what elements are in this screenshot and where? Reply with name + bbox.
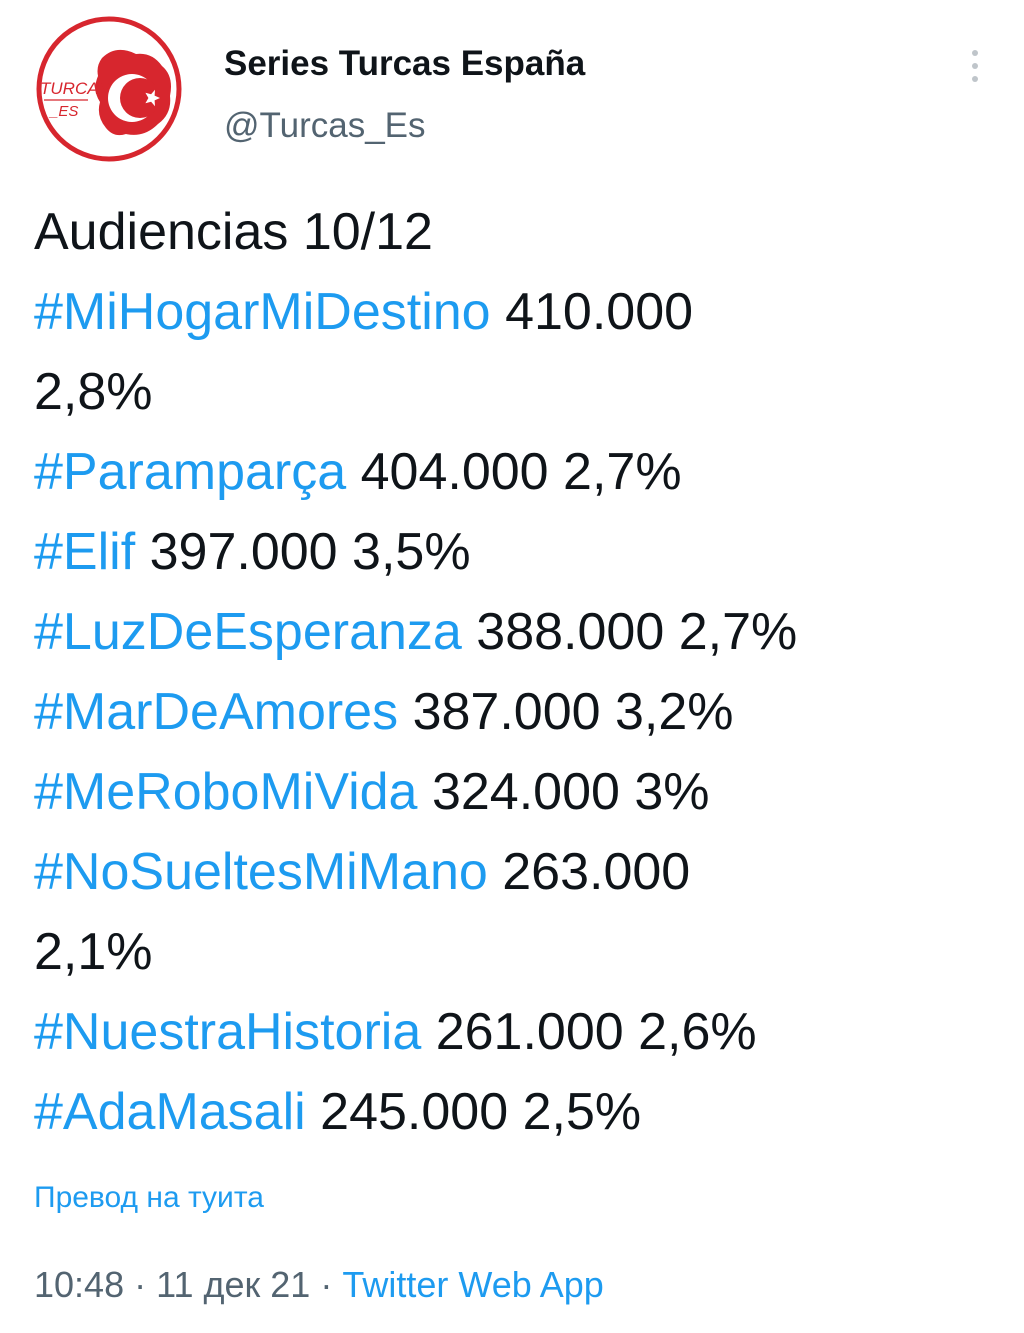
share-value: 3,2% bbox=[614, 683, 734, 741]
entry-line: #AdaMasali 245.000 2,5% bbox=[34, 1072, 984, 1152]
share-value: 2,1% bbox=[34, 923, 153, 981]
translate-tweet-link[interactable]: Превод на туита bbox=[34, 1181, 264, 1214]
more-options-button[interactable] bbox=[960, 44, 990, 88]
tweet-text: Audiencias 10/12 #MiHogarMiDestino 410.0… bbox=[34, 192, 984, 1152]
hashtag-link[interactable]: #Paramparça bbox=[34, 443, 347, 501]
display-name[interactable]: Series Turcas España bbox=[224, 44, 586, 83]
tweet-source-link[interactable]: Twitter Web App bbox=[342, 1264, 604, 1305]
share-value: 2,6% bbox=[638, 1003, 757, 1061]
hashtag-link[interactable]: #MiHogarMiDestino bbox=[34, 283, 491, 341]
viewers-value: 410.000 bbox=[505, 283, 694, 341]
share-value: 2,7% bbox=[678, 603, 798, 661]
tweet-meta: 10:48 · 11 дек 21 · Twitter Web App bbox=[34, 1262, 604, 1308]
share-value: 2,7% bbox=[563, 443, 682, 501]
share-value: 3,5% bbox=[352, 523, 471, 581]
hashtag-link[interactable]: #MeRoboMiVida bbox=[34, 763, 418, 821]
meta-separator: · bbox=[134, 1264, 147, 1305]
entry-line: #LuzDeEsperanza 388.000 2,7% bbox=[34, 592, 984, 672]
meta-separator: · bbox=[320, 1264, 333, 1305]
hashtag-link[interactable]: #MarDeAmores bbox=[34, 683, 399, 741]
entry-line: #NuestraHistoria 261.000 2,6% bbox=[34, 992, 984, 1072]
tweet-time[interactable]: 10:48 bbox=[34, 1264, 125, 1305]
tweet-date[interactable]: 11 дек 21 bbox=[156, 1264, 311, 1305]
entry-line: #MarDeAmores 387.000 3,2% bbox=[34, 672, 984, 752]
hashtag-link[interactable]: #LuzDeEsperanza bbox=[34, 603, 462, 661]
viewers-value: 404.000 bbox=[360, 443, 549, 501]
viewers-value: 388.000 bbox=[476, 603, 665, 661]
avatar-text-top: TURCAS bbox=[40, 79, 111, 98]
turkish-flag-logo: TURCAS _ES bbox=[35, 15, 183, 163]
entry-line-continued: 2,8% bbox=[34, 352, 984, 432]
viewers-value: 245.000 bbox=[320, 1083, 509, 1141]
entry-line: #MeRoboMiVida 324.000 3% bbox=[34, 752, 984, 832]
hashtag-link[interactable]: #Elif bbox=[34, 523, 136, 581]
tweet-header: TURCAS _ES Series Turcas España @Turcas_… bbox=[34, 14, 990, 164]
viewers-value: 397.000 bbox=[149, 523, 338, 581]
hashtag-link[interactable]: #NoSueltesMiMano bbox=[34, 843, 488, 901]
viewers-value: 324.000 bbox=[431, 763, 620, 821]
avatar-text-bottom: _ES bbox=[48, 103, 78, 120]
viewers-value: 261.000 bbox=[435, 1003, 624, 1061]
tweet-heading: Audiencias 10/12 bbox=[34, 203, 433, 261]
vertical-dots-icon bbox=[972, 50, 978, 56]
share-value: 2,8% bbox=[34, 363, 153, 421]
entry-line: #Paramparça 404.000 2,7% bbox=[34, 432, 984, 512]
entry-line: #MiHogarMiDestino 410.000 bbox=[34, 272, 984, 352]
avatar[interactable]: TURCAS _ES bbox=[34, 14, 184, 164]
entry-line: #Elif 397.000 3,5% bbox=[34, 512, 984, 592]
user-handle[interactable]: @Turcas_Es bbox=[224, 106, 426, 145]
author-names: Series Turcas España @Turcas_Es bbox=[224, 42, 585, 148]
share-value: 2,5% bbox=[522, 1083, 642, 1141]
hashtag-link[interactable]: #AdaMasali bbox=[34, 1083, 306, 1141]
viewers-value: 387.000 bbox=[412, 683, 601, 741]
entry-line: #NoSueltesMiMano 263.000 bbox=[34, 832, 984, 912]
share-value: 3% bbox=[634, 763, 710, 821]
viewers-value: 263.000 bbox=[502, 843, 691, 901]
entry-line-continued: 2,1% bbox=[34, 912, 984, 992]
hashtag-link[interactable]: #NuestraHistoria bbox=[34, 1003, 422, 1061]
